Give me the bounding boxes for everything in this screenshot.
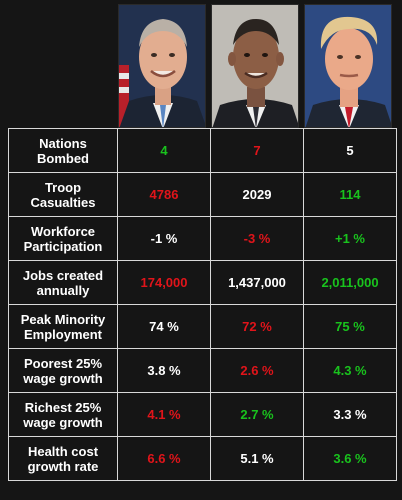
row-label-line: Casualties [30, 194, 96, 210]
value-cell: 2.6 % [210, 348, 304, 393]
row-label-line: Nations [39, 135, 87, 151]
table-row: Nations Bombed 4 7 5 [8, 128, 397, 173]
value-cell: -1 % [117, 216, 211, 261]
row-label: Jobs created annually [8, 260, 118, 305]
row-label-line: Troop [44, 179, 82, 195]
portrait-2 [211, 4, 299, 128]
table-row: Health cost growth rate 6.6 % 5.1 % 3.6 % [8, 436, 397, 481]
table-row: Troop Casualties 4786 2029 114 [8, 172, 397, 217]
table-row: Peak Minority Employment 74 % 72 % 75 % [8, 304, 397, 349]
value-cell: 4.3 % [303, 348, 397, 393]
value-cell: 4.1 % [117, 392, 211, 437]
value-cell: -3 % [210, 216, 304, 261]
row-label-line: Participation [23, 238, 103, 254]
value-cell: 72 % [210, 304, 304, 349]
row-label: Nations Bombed [8, 128, 118, 173]
comparison-table: Nations Bombed 4 7 5 Troop Casualties 4786 2029 1… [8, 128, 397, 481]
value-cell: 5 [303, 128, 397, 173]
row-label: Richest 25% wage growth [8, 392, 118, 437]
row-label-line: growth rate [27, 458, 99, 474]
portrait-2-image [212, 5, 298, 127]
value-cell: 5.1 % [210, 436, 304, 481]
value-cell: 4786 [117, 172, 211, 217]
table-row: Richest 25% wage growth 4.1 % 2.7 % 3.3 % [8, 392, 397, 437]
table-row: Workforce Participation -1 % -3 % +1 % [8, 216, 397, 261]
row-label-line: Health cost [27, 443, 99, 459]
row-label: Troop Casualties [8, 172, 118, 217]
row-label-line: Employment [23, 326, 102, 342]
table-row: Poorest 25% wage growth 3.8 % 2.6 % 4.3 % [8, 348, 397, 393]
row-label-line: Richest 25% [24, 399, 102, 415]
value-cell: 114 [303, 172, 397, 217]
row-label-line: Poorest 25% [23, 355, 103, 371]
value-cell: 75 % [303, 304, 397, 349]
portrait-1-image [119, 5, 205, 127]
value-cell: 7 [210, 128, 304, 173]
table-row: Jobs created annually 174,000 1,437,000 2,01… [8, 260, 397, 305]
row-label: Workforce Participation [8, 216, 118, 261]
value-cell: 174,000 [117, 260, 211, 305]
row-label-line: Workforce [30, 223, 96, 239]
row-label-line: annually [36, 282, 90, 298]
value-cell: 2029 [210, 172, 304, 217]
row-label: Peak Minority Employment [8, 304, 118, 349]
value-cell: 6.6 % [117, 436, 211, 481]
row-label: Health cost growth rate [8, 436, 118, 481]
value-cell: 3.3 % [303, 392, 397, 437]
value-cell: 2,011,000 [303, 260, 397, 305]
value-cell: 74 % [117, 304, 211, 349]
value-cell: 3.8 % [117, 348, 211, 393]
row-label: Poorest 25% wage growth [8, 348, 118, 393]
portrait-3-image [305, 5, 391, 127]
value-cell: +1 % [303, 216, 397, 261]
portrait-strip [118, 4, 394, 128]
row-label-line: Bombed [37, 150, 89, 166]
value-cell: 1,437,000 [210, 260, 304, 305]
row-label-line: wage growth [23, 414, 103, 430]
portrait-1 [118, 4, 206, 128]
row-label-line: wage growth [23, 370, 103, 386]
value-cell: 2.7 % [210, 392, 304, 437]
value-cell: 3.6 % [303, 436, 397, 481]
value-cell: 4 [117, 128, 211, 173]
portrait-3 [304, 4, 392, 128]
row-label-line: Jobs created [22, 267, 104, 283]
row-label-line: Peak Minority [20, 311, 106, 327]
